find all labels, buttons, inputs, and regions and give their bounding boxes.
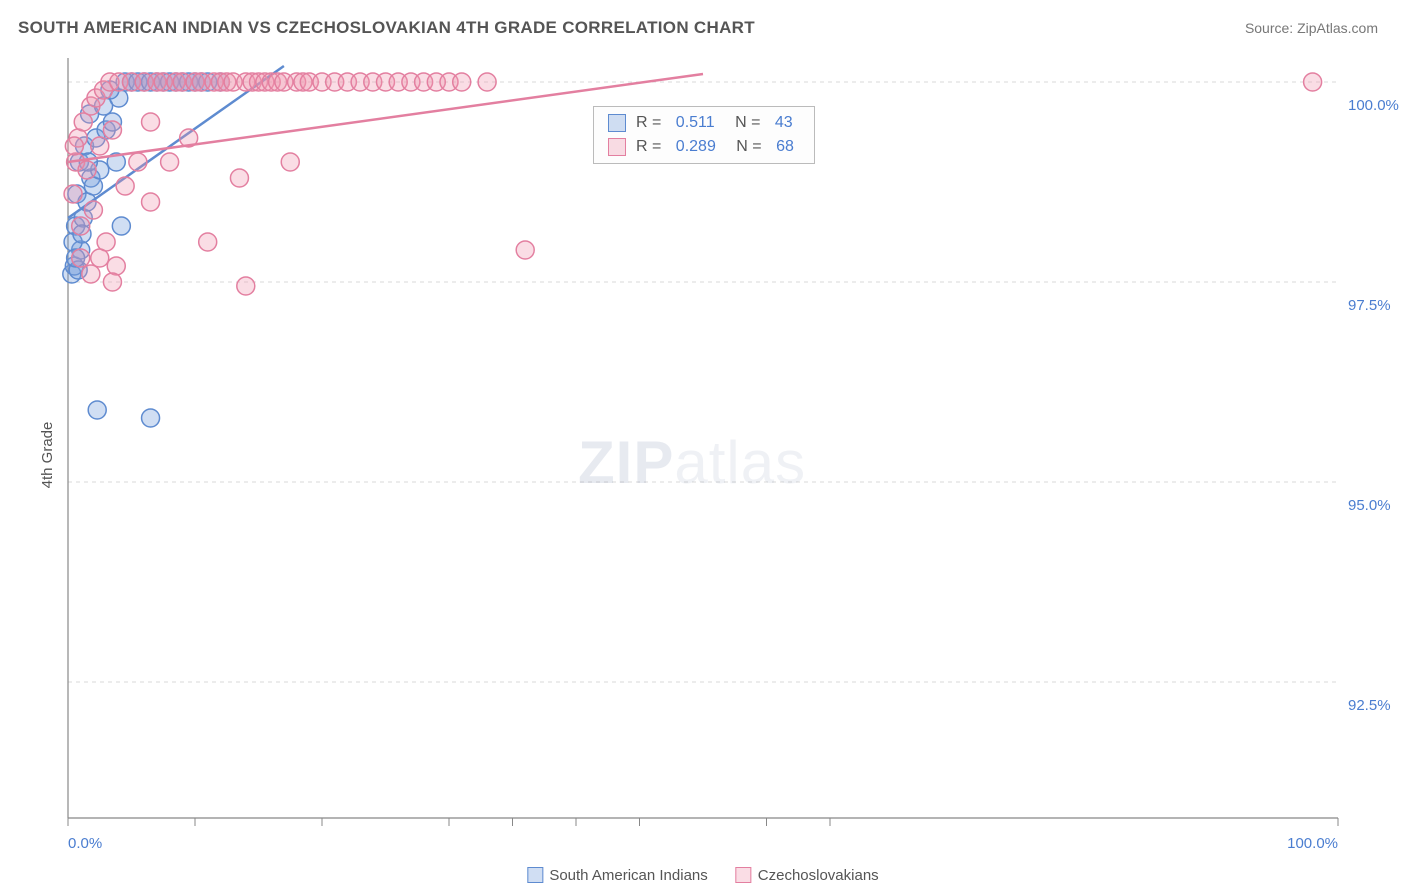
legend-label: South American Indians	[549, 867, 707, 884]
stats-r-value: 0.289	[676, 138, 716, 156]
stats-n-label: N =	[731, 114, 765, 132]
svg-text:100.0%: 100.0%	[1348, 97, 1399, 114]
legend-item: South American Indians	[527, 867, 707, 884]
stats-r-label: R =	[636, 138, 666, 156]
stats-n-value: 68	[776, 138, 794, 156]
svg-text:100.0%: 100.0%	[1287, 835, 1338, 852]
stats-swatch-icon	[608, 114, 626, 132]
stats-row: R = 0.289 N = 68	[594, 135, 814, 159]
stats-r-value: 0.511	[676, 114, 715, 132]
stats-row: R = 0.511 N = 43	[594, 111, 814, 135]
stats-n-label: N =	[732, 138, 766, 156]
stats-swatch-icon	[608, 138, 626, 156]
svg-text:95.0%: 95.0%	[1348, 497, 1391, 514]
legend-bottom: South American Indians Czechoslovakians	[527, 867, 878, 884]
chart-header: SOUTH AMERICAN INDIAN VS CZECHOSLOVAKIAN…	[0, 0, 1406, 48]
stats-n-value: 43	[775, 114, 793, 132]
stats-box: R = 0.511 N = 43R = 0.289 N = 68	[593, 106, 815, 164]
chart-source: Source: ZipAtlas.com	[1245, 20, 1378, 36]
scatter-chart: 92.5% 95.0% 97.5% 100.0% 0.0% 100.0%	[18, 48, 1406, 858]
svg-text:0.0%: 0.0%	[68, 835, 102, 852]
y-axis-label: 4th Grade	[39, 422, 56, 489]
stats-r-label: R =	[636, 114, 666, 132]
chart-title: SOUTH AMERICAN INDIAN VS CZECHOSLOVAKIAN…	[18, 18, 755, 38]
legend-label: Czechoslovakians	[758, 867, 879, 884]
svg-text:92.5%: 92.5%	[1348, 697, 1391, 714]
legend-swatch-icon	[527, 867, 543, 883]
legend-item: Czechoslovakians	[736, 867, 879, 884]
chart-container: 4th Grade 92.5%95.0%97.5%100.0%0.0%100.0…	[18, 48, 1388, 862]
svg-text:97.5%: 97.5%	[1348, 297, 1391, 314]
legend-swatch-icon	[736, 867, 752, 883]
